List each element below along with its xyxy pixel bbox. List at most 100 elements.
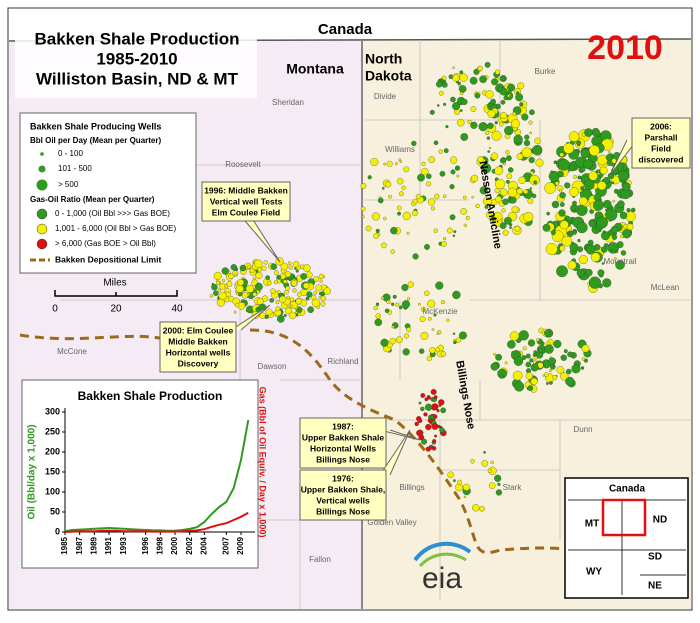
- well: [263, 260, 269, 265]
- scale-tick: 20: [110, 304, 122, 315]
- x-tick-label: 1991: [104, 536, 113, 554]
- well: [318, 291, 323, 296]
- well: [261, 265, 267, 271]
- well: [506, 155, 512, 161]
- callout-text: Upper Bakken Shale: [302, 432, 384, 442]
- well: [495, 195, 502, 203]
- well: [462, 483, 471, 491]
- well: [288, 311, 297, 320]
- county-label: Mountrail: [604, 257, 637, 266]
- well: [542, 223, 551, 232]
- well: [455, 483, 463, 492]
- well: [471, 196, 474, 199]
- well: [430, 445, 433, 448]
- well: [452, 332, 456, 335]
- well: [528, 156, 535, 164]
- well: [459, 73, 468, 82]
- well: [420, 393, 426, 398]
- well: [460, 133, 469, 141]
- region-label: Canada: [318, 21, 373, 38]
- well: [620, 250, 627, 256]
- well: [286, 295, 290, 300]
- well: [602, 230, 606, 234]
- well: [550, 230, 556, 236]
- legend-symbol: [36, 208, 48, 220]
- well: [499, 111, 508, 120]
- well: [292, 260, 300, 268]
- well: [459, 109, 463, 112]
- well: [443, 102, 447, 106]
- well: [577, 246, 584, 253]
- county-label: McKenzie: [422, 307, 458, 316]
- well: [516, 153, 524, 160]
- well: [430, 388, 437, 395]
- well: [427, 316, 432, 321]
- well: [499, 374, 504, 379]
- well: [305, 271, 313, 279]
- well: [425, 423, 432, 431]
- well: [438, 149, 443, 154]
- well: [442, 194, 447, 199]
- well: [438, 399, 445, 406]
- y-tick-label: 150: [45, 466, 60, 476]
- well: [583, 179, 595, 191]
- well: [445, 125, 449, 129]
- well: [429, 109, 435, 115]
- well: [564, 182, 571, 189]
- well: [504, 125, 514, 136]
- well: [450, 169, 456, 175]
- well: [365, 225, 372, 232]
- well: [490, 460, 494, 465]
- well: [559, 202, 565, 207]
- well: [420, 331, 429, 340]
- well: [265, 275, 270, 280]
- x-tick-label: 1987: [75, 536, 84, 554]
- well: [519, 102, 524, 107]
- well: [558, 209, 566, 217]
- well: [587, 239, 594, 246]
- well: [412, 210, 418, 217]
- well: [391, 325, 395, 329]
- well: [295, 298, 302, 305]
- well: [396, 177, 404, 185]
- well: [463, 495, 467, 499]
- well: [559, 152, 564, 157]
- well: [221, 278, 226, 283]
- callout-box: [631, 117, 691, 169]
- well: [399, 191, 404, 197]
- well: [576, 140, 581, 146]
- well: [506, 173, 513, 180]
- legend-symbol: [40, 152, 44, 156]
- well: [600, 246, 608, 253]
- callout-pointer: [379, 429, 411, 476]
- well: [296, 307, 303, 314]
- well: [236, 292, 239, 296]
- well: [477, 156, 484, 163]
- well: [605, 208, 618, 221]
- well: [433, 414, 438, 419]
- well: [406, 231, 410, 235]
- well: [389, 337, 396, 345]
- well: [608, 150, 611, 154]
- well: [370, 157, 379, 166]
- well: [576, 268, 585, 277]
- callout-text: Field: [651, 143, 671, 153]
- legend-symbol: [36, 223, 48, 235]
- well: [580, 148, 590, 159]
- well: [417, 173, 425, 182]
- legend-item: > 500: [58, 180, 79, 189]
- well: [465, 215, 470, 220]
- well: [606, 160, 613, 166]
- well: [373, 306, 378, 311]
- inset-label: SD: [648, 552, 662, 563]
- well: [395, 336, 403, 344]
- well: [218, 291, 227, 301]
- well: [614, 249, 619, 253]
- county-label: Stark: [503, 483, 523, 492]
- well: [487, 109, 496, 118]
- well: [513, 356, 524, 366]
- well: [320, 295, 326, 302]
- well: [630, 207, 636, 213]
- well: [307, 306, 314, 314]
- well: [488, 482, 496, 489]
